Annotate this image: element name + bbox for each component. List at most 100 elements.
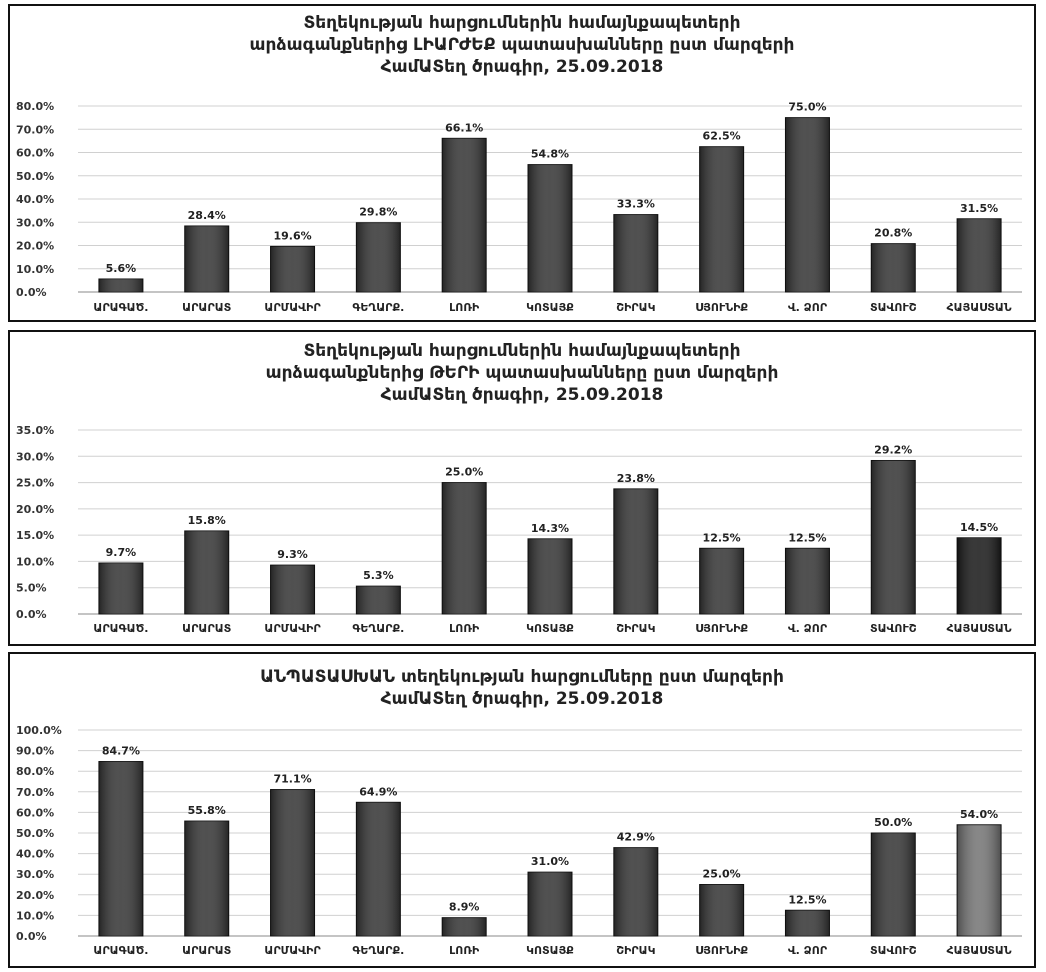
chart-title-3-line-2: ՀամԱՏեղ ծրագիր, 25.09.2018 [380, 689, 664, 709]
x-tick-label: ՏԱՎՈՒՇ [870, 622, 917, 635]
y-tick-label: 10.0% [16, 909, 54, 922]
y-tick-label: 30.0% [16, 450, 54, 463]
bar-shading [442, 917, 487, 936]
y-tick-label: 0.0% [16, 930, 47, 943]
y-tick-label: 40.0% [16, 193, 54, 206]
data-label: 23.8% [617, 472, 655, 485]
data-label: 71.1% [273, 773, 311, 786]
bar-shading [699, 884, 744, 936]
y-tick-label: 25.0% [16, 477, 54, 490]
y-tick-label: 70.0% [16, 123, 54, 136]
y-tick-label: 10.0% [16, 555, 54, 568]
x-tick-label: ԼՈՌԻ [449, 944, 480, 957]
bar-shading [98, 761, 143, 936]
data-label: 19.6% [273, 229, 311, 242]
data-label: 50.0% [874, 816, 912, 829]
data-label: 25.0% [445, 466, 483, 479]
x-tick-label: ԱՐԱԳԱԾ. [93, 944, 148, 957]
data-label: 9.7% [106, 546, 137, 559]
chart-title-2-line-1: Տեղեկության հարցումներին համայնքապետերի [303, 341, 741, 361]
y-tick-label: 60.0% [16, 806, 54, 819]
bar-shading [957, 218, 1002, 292]
y-tick-label: 70.0% [16, 786, 54, 799]
bar-shading [613, 847, 658, 936]
y-tick-label: 0.0% [16, 608, 47, 621]
y-tick-label: 15.0% [16, 529, 54, 542]
chart-title-2: Տեղեկության հարցումներին համայնքապետերի … [10, 340, 1034, 406]
bar-shading [785, 117, 830, 292]
bar-shading [871, 460, 916, 614]
y-tick-label: 50.0% [16, 827, 54, 840]
data-label: 9.3% [277, 548, 308, 561]
data-label: 84.7% [102, 745, 140, 758]
bar-shading [442, 482, 487, 614]
y-tick-label: 35.0% [16, 424, 54, 437]
chart-title-1-line-2: արձագանքներից ԼԻԱՐԺԵՔ պատասխանները ըստ մ… [249, 35, 795, 55]
x-tick-label: ԱՐՄԱՎԻՐ [264, 622, 321, 635]
bar-shading [871, 243, 916, 292]
data-label: 5.6% [106, 262, 137, 275]
x-tick-label: ԱՐԱՐԱՏ [182, 622, 231, 635]
y-tick-label: 30.0% [16, 868, 54, 881]
bar-shading [270, 565, 315, 614]
bar-chart-2: 0.0% 5.0% 10.0% 15.0% 20.0% 25.0% 30.0% 35.0% 9.… [16, 424, 1022, 635]
y-tick-label: 60.0% [16, 147, 54, 160]
x-tick-label: ԱՐԱՐԱՏ [182, 944, 231, 957]
bar-shading [785, 548, 830, 614]
x-tick-label: ՍՅՈՒՆԻՔ [695, 301, 748, 314]
data-label: 62.5% [703, 130, 741, 143]
x-tick-label: ԱՐԱԳԱԾ. [93, 622, 148, 635]
bar-shading [528, 538, 572, 614]
data-label: 12.5% [703, 531, 741, 544]
chart-panel-3: ԱՆՊԱՏԱՍԽԱՆ տեղեկության հարցումները ըստ մ… [8, 652, 1036, 968]
chart-title-1-line-1: Տեղեկության հարցումներին համայնքապետերի [303, 13, 741, 33]
x-tick-label: Վ. ՁՈՐ [788, 622, 828, 635]
y-tick-label: 30.0% [16, 216, 54, 229]
bar-shading [528, 872, 572, 936]
bar-chart-3: 0.0% 10.0% 20.0% 30.0% 40.0% 50.0% 60.0% 70.0% 8… [16, 724, 1022, 957]
bar-shading [356, 586, 401, 614]
data-label: 12.5% [788, 531, 826, 544]
chart-title-1-line-3: ՀամԱՏեղ ծրագիր, 25.09.2018 [380, 57, 664, 77]
bar-shading [442, 138, 487, 292]
y-tick-label: 40.0% [16, 848, 54, 861]
x-tick-label: ՀԱՅԱՍՏԱՆ [947, 944, 1012, 957]
data-label: 55.8% [188, 804, 226, 817]
x-tick-label: ՀԱՅԱՍՏԱՆ [947, 622, 1012, 635]
x-tick-label: ՍՅՈՒՆԻՔ [695, 622, 748, 635]
data-label: 42.9% [617, 831, 655, 844]
x-tick-label: Վ. ՁՈՐ [788, 944, 828, 957]
bar-shading [871, 833, 916, 936]
x-tick-label: ՇԻՐԱԿ [616, 622, 655, 635]
x-tick-label: ԿՈՏԱՅՔ [526, 944, 574, 957]
y-tick-label: 20.0% [16, 240, 54, 253]
x-tick-label: Վ. ՁՈՐ [788, 301, 828, 314]
bar-shading [699, 548, 744, 614]
x-tick-label: ՍՅՈՒՆԻՔ [695, 944, 748, 957]
bar-shading [184, 530, 229, 614]
x-tick-label: ՏԱՎՈՒՇ [870, 301, 917, 314]
bar-shading [785, 910, 830, 936]
data-label: 25.0% [703, 868, 741, 881]
x-tick-label: ԼՈՌԻ [449, 622, 480, 635]
y-tick-label: 80.0% [16, 765, 54, 778]
data-label: 75.0% [788, 101, 826, 114]
x-tick-label: ԿՈՏԱՅՔ [526, 301, 574, 314]
chart-panel-1: Տեղեկության հարցումներին համայնքապետերի … [8, 4, 1036, 322]
y-tick-label: 80.0% [16, 100, 54, 113]
data-label: 28.4% [188, 209, 226, 222]
data-label: 29.8% [359, 206, 397, 219]
bar-shading [270, 246, 315, 292]
bar-shading [613, 488, 658, 614]
x-tick-label: ԳԵՂԱՐՔ. [352, 622, 404, 635]
y-tick-label: 100.0% [16, 724, 62, 737]
chart-title-3: ԱՆՊԱՏԱՍԽԱՆ տեղեկության հարցումները ըստ մ… [10, 666, 1034, 710]
bar-shading [699, 146, 744, 292]
data-label: 64.9% [359, 785, 397, 798]
bar-shading [184, 821, 229, 936]
x-tick-label: ԼՈՌԻ [449, 301, 480, 314]
chart-title-2-line-2: արձագանքներից ԹԵՐԻ պատասխանները ըստ մարզ… [265, 363, 779, 383]
data-label: 12.5% [788, 893, 826, 906]
x-tick-label: ԿՈՏԱՅՔ [526, 622, 574, 635]
y-tick-label: 50.0% [16, 170, 54, 183]
